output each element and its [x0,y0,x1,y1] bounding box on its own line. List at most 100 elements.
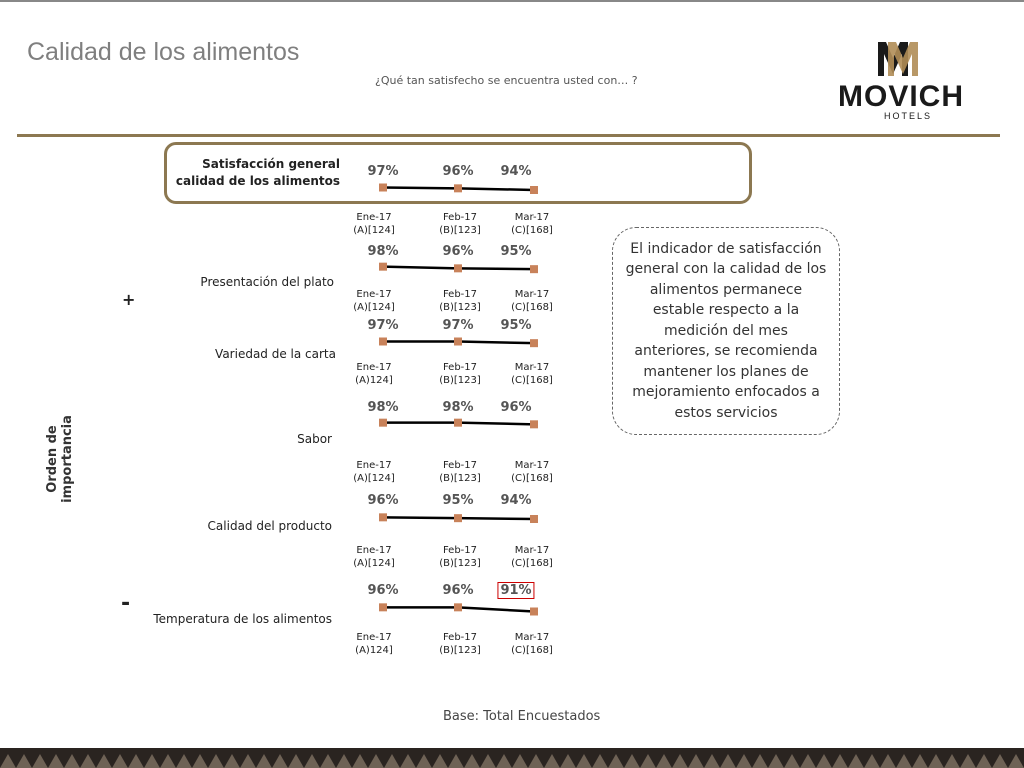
base-note: Base: Total Encuestados [443,709,601,724]
data-point [530,420,538,429]
data-label: 95% [500,318,532,333]
data-point [530,186,538,194]
data-point [530,515,538,523]
footer-triangle [976,754,992,768]
footer-triangle [112,754,128,768]
x-tick-label: Feb-17 (B)[123] [439,289,481,313]
footer-triangle [832,754,848,768]
footer-triangle [320,754,336,768]
logo-monogram-icon [878,42,918,76]
data-point [454,418,462,427]
footer-triangle [432,754,448,768]
footer-triangle [48,754,64,768]
footer-triangle [608,754,624,768]
footer-triangle [736,754,752,768]
x-tick-label: Ene-17 (A)[124] [353,545,395,569]
row-label: Calidad del producto [207,519,332,533]
footer-triangle [128,754,144,768]
x-tick-label: Ene-17 (A)[124] [353,212,395,236]
survey-question: ¿Qué tan satisfecho se encuentra usted c… [375,74,638,87]
row-label: Satisfacción general calidad de los alim… [175,157,340,188]
footer-triangle [16,754,32,768]
footer-triangle [96,754,112,768]
row-label: Temperatura de los alimentos [153,612,332,626]
footer-triangle [304,754,320,768]
footer-triangle [576,754,592,768]
logo-subtitle: HOTELS [884,111,932,121]
data-label: 97% [367,318,399,333]
data-label: 91% [497,582,535,599]
data-point [530,339,538,348]
data-label: 97% [442,318,474,333]
footer-triangle [464,754,480,768]
x-tick-label: Ene-17 (A)[124] [353,460,395,484]
footer-triangle [768,754,784,768]
row-label: Variedad de la carta [215,347,336,361]
x-tick-label: Mar-17 (C)[168] [511,362,553,386]
footer-triangle [496,754,512,768]
x-tick-label: Mar-17 (C)[168] [511,545,553,569]
footer-triangle [912,754,928,768]
data-point [454,184,462,193]
footer-triangle [224,754,240,768]
data-label: 97% [367,164,399,179]
footer-triangle [752,754,768,768]
footer-triangle [512,754,528,768]
footer-triangle [800,754,816,768]
footer-triangle [80,754,96,768]
top-border [0,0,1024,2]
footer-triangle [784,754,800,768]
footer-triangle [208,754,224,768]
footer-triangle [960,754,976,768]
x-tick-label: Mar-17 (C)[168] [511,460,553,484]
footer-triangle [352,754,368,768]
data-label: 96% [442,583,474,598]
importance-low-marker: - [121,591,131,616]
footer-triangle [192,754,208,768]
footer-triangle [816,754,832,768]
footer-triangle [528,754,544,768]
footer-triangle [64,754,80,768]
footer-pattern [0,748,1024,768]
footer-triangle [688,754,704,768]
data-label: 95% [442,493,474,508]
data-label: 94% [500,493,532,508]
x-tick-label: Mar-17 (C)[168] [511,212,553,236]
footer-triangle [400,754,416,768]
data-label: 96% [367,583,399,598]
footer-triangle [32,754,48,768]
x-tick-label: Mar-17 (C)[168] [511,289,553,313]
footer-triangle [624,754,640,768]
data-point [379,603,387,612]
general-satisfaction-highlight [164,142,752,204]
data-point [454,514,462,523]
data-point [530,607,538,616]
footer-triangle [336,754,352,768]
x-tick-label: Feb-17 (B)[123] [439,632,481,656]
insight-callout: El indicador de satisfacción general con… [612,227,840,435]
footer-triangle [240,754,256,768]
footer-triangle [480,754,496,768]
footer-triangle [640,754,656,768]
data-label: 98% [442,400,474,415]
footer-triangle [288,754,304,768]
footer-triangle [672,754,688,768]
footer-triangle [272,754,288,768]
data-point [379,337,387,346]
footer-triangle [416,754,432,768]
row-label: Sabor [297,432,332,446]
footer-triangle [656,754,672,768]
data-label: 96% [442,164,474,179]
data-point [454,337,462,346]
footer-triangle [544,754,560,768]
footer-triangle [160,754,176,768]
footer-triangle [992,754,1008,768]
footer-triangle [368,754,384,768]
data-point [379,183,387,192]
footer-triangle [1008,754,1024,768]
data-label: 96% [500,400,532,415]
footer-triangle [928,754,944,768]
footer-triangle [880,754,896,768]
footer-triangle [256,754,272,768]
